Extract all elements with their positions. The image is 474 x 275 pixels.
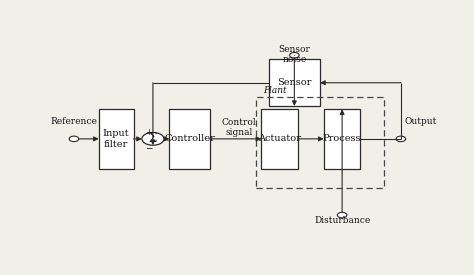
- Circle shape: [290, 53, 299, 58]
- Bar: [169, 109, 210, 169]
- Text: Disturbance: Disturbance: [314, 216, 370, 225]
- Text: −: −: [145, 143, 153, 152]
- Text: Σ: Σ: [149, 132, 157, 145]
- Text: Controller: Controller: [164, 134, 215, 143]
- Circle shape: [337, 212, 347, 218]
- Bar: [269, 59, 320, 106]
- Text: Sensor
noise: Sensor noise: [278, 45, 310, 64]
- Text: Output: Output: [405, 117, 437, 126]
- Text: Plant: Plant: [263, 86, 287, 95]
- Circle shape: [142, 133, 164, 145]
- Text: Sensor: Sensor: [277, 78, 311, 87]
- Text: Reference: Reference: [51, 117, 97, 126]
- Bar: [99, 109, 134, 169]
- Bar: [324, 109, 360, 169]
- Text: +: +: [146, 128, 152, 137]
- Bar: [261, 109, 298, 169]
- Text: Process: Process: [323, 134, 361, 143]
- Text: Actuator: Actuator: [258, 134, 301, 143]
- Text: Input
filter: Input filter: [103, 129, 129, 149]
- Circle shape: [69, 136, 79, 142]
- Circle shape: [396, 136, 406, 142]
- Text: Control
signal: Control signal: [222, 117, 256, 137]
- Bar: [256, 97, 384, 188]
